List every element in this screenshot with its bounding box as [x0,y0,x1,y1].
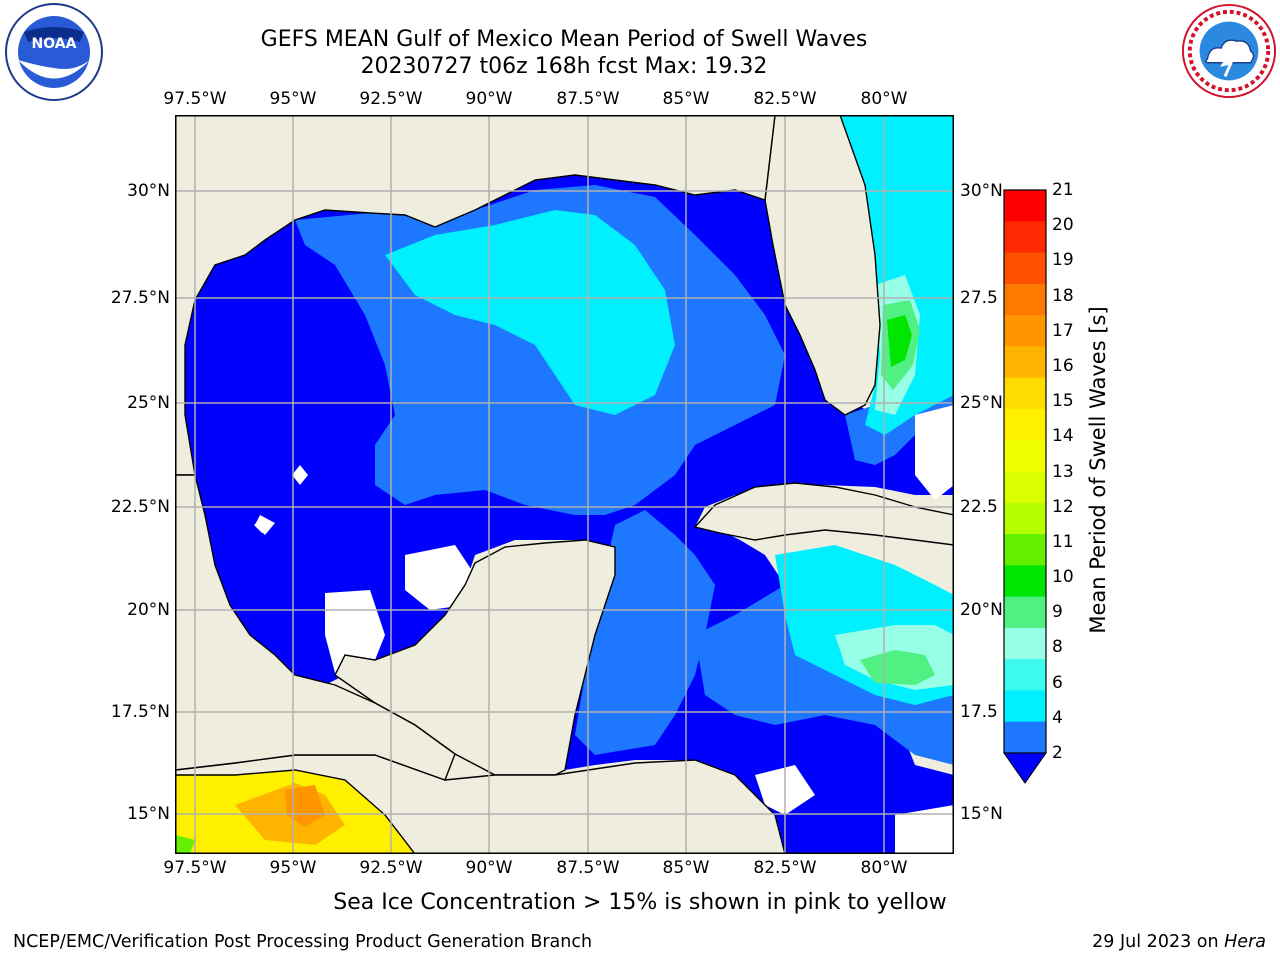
colorbar-swatch [1004,408,1046,441]
colorbar-tick-label: 15 [1052,391,1074,412]
atlantic-bright-green-region [887,315,912,367]
map-gridlines [175,115,954,854]
lat-label-left: 27.5°N [110,288,170,308]
lon-label-bottom: 85°W [662,858,710,878]
lon-label-bottom: 95°W [269,858,317,878]
colorbar-tick-label: 20 [1052,215,1074,236]
colorbar-label: Mean Period of Swell Waves [s] [1086,306,1110,634]
colorbar-tick-label: 11 [1052,531,1074,552]
us-gulf-coast-land [175,115,776,476]
lat-label-left: 15°N [127,804,170,824]
colorbar-tick-label: 17 [1052,320,1074,341]
footer-credit: NCEP/EMC/Verification Post Processing Pr… [13,932,593,952]
lat-label-left: 22.5°N [110,497,170,517]
lon-label-top: 92.5°W [359,89,423,109]
lon-label-top: 80°W [860,89,908,109]
pacific-darkorange-region [285,785,325,827]
colorbar-swatch [1004,534,1046,566]
map-subtitle: 20230727 t06z 168h fcst Max: 19.32 [360,54,768,79]
colorbar-swatch [1004,283,1046,316]
sea-ice-note: Sea Ice Concentration > 15% is shown in … [333,890,947,915]
lon-label-top: 97.5°W [163,89,227,109]
lat-label-right: 15°N [960,804,1003,824]
colorbar-swatch [1004,690,1046,723]
lat-label-right: 20°N [960,600,1003,620]
colorbar-tick-label: 14 [1052,426,1074,447]
lat-label-right: 22.5 [960,497,998,517]
colorbar-tick-label: 19 [1052,250,1074,271]
colorbar-swatch [1004,346,1046,379]
colorbar-swatch [1004,596,1046,629]
colorbar-tick-label: 10 [1052,567,1074,588]
lat-label-left: 25°N [127,393,170,413]
footer-host: Hera [1224,932,1266,952]
lon-label-top: 90°W [465,89,513,109]
lon-label-bottom: 92.5°W [359,858,423,878]
lat-label-right: 17.5 [960,702,998,722]
colorbar-tick-label: 9 [1052,602,1063,623]
no-data-patch [254,517,270,533]
lon-label-top: 82.5°W [753,89,817,109]
colorbar-swatch [1004,252,1046,285]
colorbar-tick-label: 21 [1052,180,1074,200]
lat-label-left: 30°N [127,181,170,201]
lat-label-right: 27.5 [960,288,998,308]
gulf-cyan-region [385,210,675,415]
map-title: GEFS MEAN Gulf of Mexico Mean Period of … [260,27,868,52]
colorbar-tick-label: 16 [1052,355,1074,376]
footer-date: 29 Jul 2023 on Hera [1092,932,1266,952]
lon-label-top: 85°W [662,89,710,109]
colorbar-swatch [1004,565,1046,598]
lat-label-left: 17.5°N [110,702,170,722]
lat-label-right: 30°N [960,181,1003,201]
lon-label-top: 95°W [269,89,317,109]
colorbar-swatch [1004,221,1046,254]
colorbar-swatch [1004,502,1046,535]
colorbar-swatch [1004,377,1046,410]
no-data-patch [292,465,308,485]
caribbean-green-region [860,650,935,685]
no-data-patch [895,805,954,854]
map-frame [175,115,954,854]
colorbar-swatch [1004,190,1046,222]
colorbar-swatch [1004,721,1046,754]
colorbar-swatch [1004,659,1046,691]
colorbar-swatches [1004,190,1046,754]
colorbar-tick-label: 13 [1052,461,1074,482]
atlantic-cyan-region [840,115,954,435]
no-data-patch [405,545,475,610]
colorbar-tick-label: 12 [1052,496,1074,517]
colorbar-tick-label: 6 [1052,672,1063,693]
colorbar-swatch [1004,315,1046,347]
colorbar-frame [1003,189,1047,754]
lon-label-bottom: 80°W [860,858,908,878]
colorbar-swatch [1004,471,1046,504]
lon-label-top: 87.5°W [556,89,620,109]
colorbar-swatch [1004,440,1046,472]
lon-label-bottom: 90°W [465,858,513,878]
lon-label-bottom: 82.5°W [753,858,817,878]
colorbar-swatch [1004,627,1046,660]
florida-land [764,115,881,416]
colorbar-tick-label: 8 [1052,637,1063,658]
no-data-patch [915,405,954,500]
pacific-green-edge [175,835,195,854]
lat-label-left: 20°N [127,600,170,620]
noaa-logo: NOAA [5,3,103,101]
colorbar-tick-label: 4 [1052,707,1063,728]
nws-logo [1181,3,1277,99]
colorbar [1003,189,1047,784]
mexico-land [175,474,456,781]
colorbar-extend-triangle [1003,752,1047,784]
noaa-logo-text: NOAA [32,36,77,52]
lon-label-bottom: 97.5°W [163,858,227,878]
footer-date-text: 29 Jul 2023 on [1092,932,1225,952]
colorbar-tick-label: 18 [1052,285,1074,306]
colorbar-tick-label: 2 [1052,743,1063,763]
cuba-land [693,482,954,546]
lat-label-right: 25°N [960,393,1003,413]
swell-period-map [175,115,954,854]
lon-label-bottom: 87.5°W [556,858,620,878]
